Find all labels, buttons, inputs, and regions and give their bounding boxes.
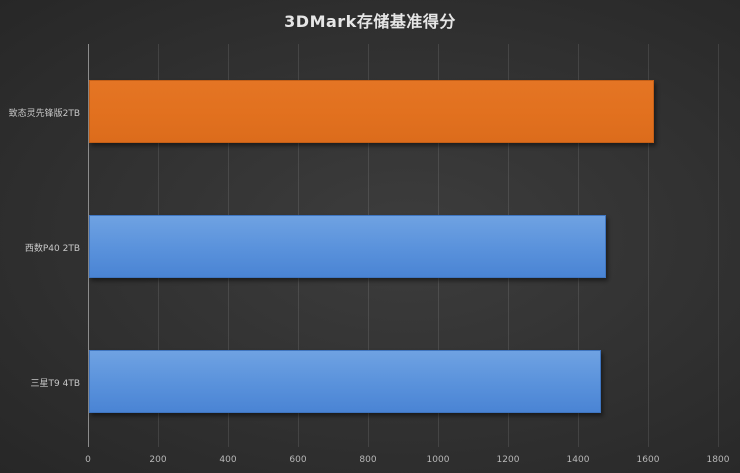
x-tick-label: 1000: [426, 455, 450, 465]
bar-samsung-t9-4tb: [89, 350, 602, 413]
category-label: 西数P40 2TB: [24, 244, 80, 254]
x-tick-label: 600: [289, 455, 307, 465]
category-label: 致态灵先锋版2TB: [8, 109, 80, 119]
x-tick-label: 200: [149, 455, 167, 465]
x-tick-label: 0: [85, 455, 91, 465]
x-tick-label: 1800: [706, 455, 730, 465]
y-axis-line: [88, 44, 89, 447]
gridline-1800: [718, 44, 719, 447]
bar-zhitai-2tb: [89, 80, 654, 143]
x-tick-label: 800: [359, 455, 377, 465]
category-label: 三星T9 4TB: [30, 379, 80, 389]
plot-area: [88, 44, 719, 447]
x-tick-label: 1400: [566, 455, 590, 465]
bar-wd-p40-2tb: [89, 215, 606, 278]
chart-title: 3DMark存储基准得分: [284, 12, 456, 31]
x-tick-label: 400: [219, 455, 237, 465]
gridline-1600: [648, 44, 649, 447]
x-tick-label: 1200: [496, 455, 520, 465]
x-tick-label: 1600: [636, 455, 660, 465]
